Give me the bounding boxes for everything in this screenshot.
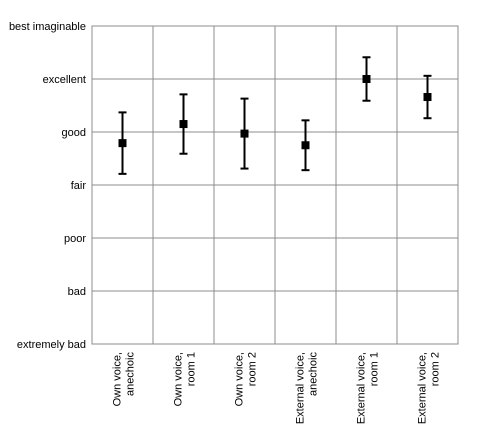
y-tick-label: good [62,127,86,139]
x-tick-label: External voice,room 2 [417,352,442,424]
x-axis-labels: Own voice,anechoic Own voice,room 1 Own vo… [112,352,442,425]
y-tick-label: bad [68,286,86,298]
mean-point [240,129,249,138]
y-tick-label: poor [64,233,86,245]
plot-frame [91,25,459,345]
mean-point [301,141,310,150]
x-tick-label: Own voice,room 1 [173,352,198,406]
x-tick-label-line: room 1 [369,352,381,386]
x-tick-label-line: Own voice, [234,352,246,406]
data-marks [118,56,432,175]
svg-text:Own voice,room 2: Own voice,room 2 [234,352,259,406]
x-tick-label-line: room 2 [247,352,259,386]
x-tick-label: External voice,anechoic [295,352,320,425]
x-tick-label-line: External voice, [356,352,368,424]
x-tick-label-line: Own voice, [112,352,124,406]
x-tick-label: External voice,room 1 [356,352,381,424]
y-tick-label: excellent [43,74,86,86]
mean-point [118,139,127,148]
y-axis-labels: extremely bad bad poor fair good excellent bes… [9,21,86,351]
gridlines [92,26,458,344]
y-tick-label: fair [71,180,87,192]
svg-text:External voice,room 2: External voice,room 2 [417,352,442,424]
svg-text:External voice,anechoic: External voice,anechoic [295,352,320,425]
x-tick-label-line: External voice, [417,352,429,424]
mean-point [362,75,371,83]
svg-text:External voice,room 1: External voice,room 1 [356,352,381,424]
x-tick-label-line: room 2 [430,352,442,386]
y-tick-label: best imaginable [9,21,86,33]
x-tick-label: Own voice,anechoic [112,352,137,407]
svg-text:Own voice,anechoic: Own voice,anechoic [112,352,137,407]
mean-point [179,120,188,129]
x-tick-label-line: External voice, [295,352,307,424]
x-tick-label-line: Own voice, [173,352,185,406]
x-tick-label-line: anechoic [125,352,137,397]
svg-text:Own voice,room 1: Own voice,room 1 [173,352,198,406]
mean-point [423,93,432,102]
y-tick-label: extremely bad [17,339,86,351]
x-tick-label: Own voice,room 2 [234,352,259,406]
x-tick-label-line: anechoic [308,352,320,397]
x-tick-label-line: room 1 [186,352,198,386]
